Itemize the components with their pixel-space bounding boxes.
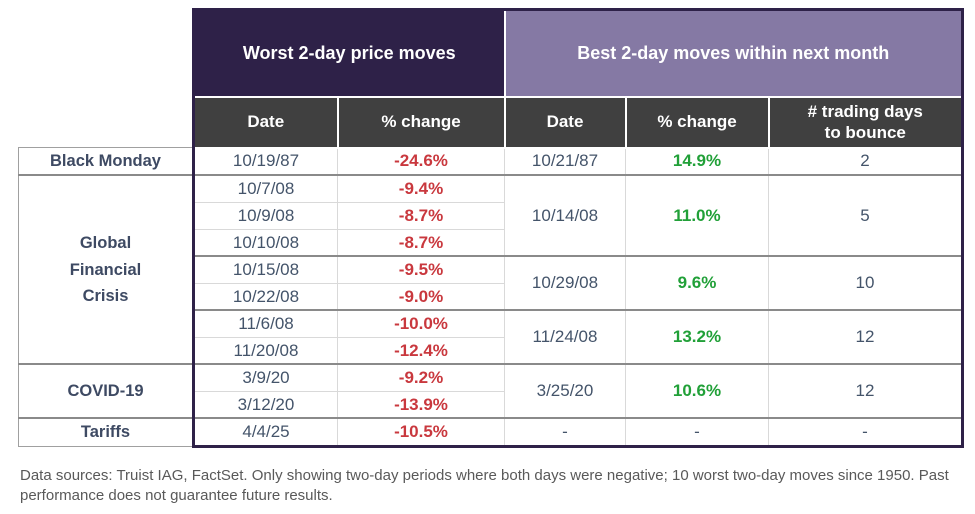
worst-date-cell: 10/7/08 [192, 174, 338, 203]
best-date-column-header: Date [503, 95, 627, 149]
table-row: 3/12/20 -13.9% [19, 390, 963, 419]
bounce-days-cell: 12 [767, 309, 965, 365]
table-row: Global Financial Crisis 10/7/08 -9.4% 10… [18, 174, 965, 365]
best-date-cell: 3/25/20 [504, 363, 626, 419]
table-row: Tariffs 4/4/25 -10.5% - - - [18, 417, 965, 448]
worst-pct-cell: -12.4% [337, 336, 505, 365]
bounce-days-cell: 12 [767, 363, 965, 419]
best-pct-cell: 11.0% [625, 174, 769, 257]
worst-date-cell: 3/9/20 [192, 363, 338, 392]
table-row: 11/20/08 -12.4% [19, 336, 963, 365]
bounce-days-cell: 5 [767, 174, 965, 257]
bounce-days-cell: - [767, 417, 965, 448]
table-row: 10/15/08 -9.5% 10/29/08 9.6% 10 [19, 255, 965, 311]
worst-moves-header: Worst 2-day price moves [192, 8, 506, 97]
best-date-cell: 10/21/87 [504, 147, 626, 176]
event-label: Tariffs [18, 417, 194, 447]
worst-pct-cell: -8.7% [337, 228, 505, 257]
best-pct-cell: 10.6% [625, 363, 769, 419]
best-pct-cell: - [625, 417, 769, 448]
bounce-days-cell: 10 [767, 255, 965, 311]
worst-date-cell: 10/15/08 [192, 255, 338, 284]
best-date-cell: 11/24/08 [504, 309, 626, 365]
bounce-days-cell: 2 [767, 147, 965, 176]
worst-date-cell: 4/4/25 [192, 417, 338, 448]
header-group-row: Worst 2-day price moves Best 2-day moves… [18, 8, 965, 148]
worst-date-cell: 10/10/08 [192, 228, 338, 257]
table-row: 11/6/08 -10.0% 11/24/08 13.2% 12 [19, 309, 965, 365]
price-moves-table: Worst 2-day price moves Best 2-day moves… [18, 8, 965, 448]
best-date-cell: 10/29/08 [504, 255, 626, 311]
worst-date-cell: 10/9/08 [192, 201, 338, 230]
best-pct-cell: 14.9% [625, 147, 769, 176]
best-pct-column-header: % change [624, 95, 770, 149]
table-row: 10/22/08 -9.0% [19, 282, 963, 311]
worst-date-cell: 10/19/87 [192, 147, 338, 176]
header-columns-row: Date % change Date % change # trading da… [19, 95, 965, 149]
worst-pct-cell: -9.4% [337, 174, 505, 203]
worst-date-cell: 11/6/08 [192, 309, 338, 338]
table-wrapper: Worst 2-day price moves Best 2-day moves… [18, 8, 965, 448]
worst-pct-column-header: % change [336, 95, 506, 149]
worst-date-cell: 10/22/08 [192, 282, 338, 311]
event-label: Global Financial Crisis [18, 174, 194, 365]
worst-pct-cell: -8.7% [337, 201, 505, 230]
event-label: Black Monday [18, 147, 194, 176]
best-moves-header: Best 2-day moves within next month [503, 8, 965, 97]
bounce-days-header-label: # trading days to bounce [807, 101, 923, 142]
worst-date-cell: 11/20/08 [192, 336, 338, 365]
worst-pct-cell: -9.2% [337, 363, 505, 392]
table-row: COVID-19 3/9/20 -9.2% 3/25/20 10.6% 12 [18, 363, 965, 419]
data-sources-footnote: Data sources: Truist IAG, FactSet. Only … [20, 467, 949, 505]
worst-pct-cell: -9.5% [337, 255, 505, 284]
best-pct-cell: 9.6% [625, 255, 769, 311]
table-row: Black Monday 10/19/87 -24.6% 10/21/87 14… [18, 147, 965, 176]
worst-pct-cell: -10.5% [337, 417, 505, 448]
best-date-cell: - [504, 417, 626, 448]
table-row: 10/10/08 -8.7% [19, 228, 963, 257]
bounce-days-column-header: # trading days to bounce [767, 95, 965, 149]
worst-pct-cell: -13.9% [337, 390, 505, 419]
worst-date-column-header: Date [192, 95, 339, 149]
corner-spacer [18, 9, 194, 148]
worst-pct-cell: -24.6% [337, 147, 505, 176]
worst-pct-cell: -10.0% [337, 309, 505, 338]
best-date-cell: 10/14/08 [504, 174, 626, 257]
worst-pct-cell: -9.0% [337, 282, 505, 311]
event-label: COVID-19 [18, 363, 194, 419]
worst-date-cell: 3/12/20 [192, 390, 338, 419]
best-pct-cell: 13.2% [625, 309, 769, 365]
